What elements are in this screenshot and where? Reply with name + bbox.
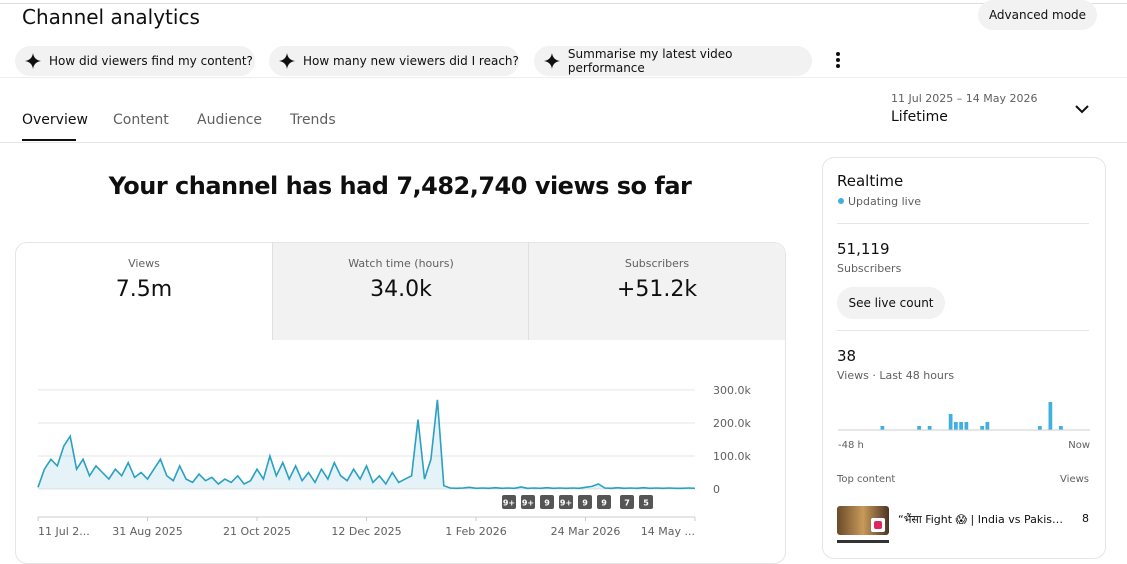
- y-tick-label: 200.0k: [713, 417, 751, 430]
- shorts-badge: [871, 518, 885, 532]
- prompt-text: Summarise my latest video performance: [567, 47, 733, 75]
- top-content-views: 8: [1082, 512, 1089, 525]
- realtime-card: [822, 157, 1106, 559]
- bar: [1038, 426, 1042, 430]
- sparkle-icon: [279, 53, 295, 69]
- upload-marker-label: 9: [544, 499, 550, 508]
- upload-marker: [540, 495, 554, 509]
- bar: [948, 414, 953, 430]
- bar: [1059, 426, 1063, 430]
- x-tick-label: 21 Oct 2025: [223, 525, 291, 538]
- upload-marker-label: 7: [624, 499, 630, 508]
- area: [38, 399, 695, 489]
- sparkle-icon: [544, 53, 560, 69]
- upload-marker-label: 9+: [560, 499, 572, 508]
- prompt-text: How many new viewers did I reach?: [303, 54, 519, 68]
- date-range-label[interactable]: Lifetime: [891, 109, 948, 125]
- x-tick-label: 12 Dec 2025: [331, 525, 401, 538]
- see-live-count-button[interactable]: See live count: [837, 287, 945, 319]
- divider: [0, 77, 1127, 78]
- realtime-chart: -48 h Now: [838, 402, 1090, 451]
- top-border: [0, 3, 1127, 4]
- metric-tile[interactable]: Subscribers +51.2k: [528, 243, 785, 340]
- metric-tile[interactable]: Watch time (hours) 34.0k: [272, 243, 529, 340]
- metric-value: 34.0k: [370, 277, 432, 302]
- tab-underline: [22, 139, 76, 141]
- bar: [880, 426, 885, 430]
- prompt-text: How did viewers find my content?: [49, 54, 253, 68]
- bar: [985, 422, 990, 430]
- prompt-chip[interactable]: How did viewers find my content?: [15, 46, 255, 76]
- bar: [964, 422, 969, 430]
- subscriber-count: 51,119: [837, 240, 890, 258]
- bar: [980, 426, 984, 430]
- top-content-views-label: Views: [1060, 474, 1089, 485]
- realtime-views: 38: [837, 347, 857, 365]
- x-tick-label: 11 Jul 2...: [38, 525, 90, 538]
- line: [37, 399, 696, 490]
- upload-marker: [639, 495, 653, 509]
- realtime-status: Updating live: [848, 195, 921, 208]
- page-title: Channel analytics: [22, 5, 200, 29]
- realtime-title: Realtime: [837, 172, 904, 190]
- subscriber-label: Subscribers: [837, 262, 902, 275]
- upload-marker: [620, 495, 634, 509]
- tab[interactable]: Audience: [197, 112, 263, 128]
- divider: [837, 330, 1089, 331]
- realtime-views-label: Views · Last 48 hours: [837, 369, 955, 382]
- upload-marker-label: 9+: [522, 499, 534, 508]
- tab[interactable]: Content: [113, 112, 169, 128]
- x-label: Now: [1068, 440, 1090, 451]
- upload-marker: [597, 495, 611, 509]
- upload-marker-label: 5: [643, 499, 649, 508]
- upload-marker-label: 9+: [503, 499, 515, 508]
- next-thumbnail: [837, 540, 889, 543]
- x-tick-label: 1 Feb 2026: [445, 525, 506, 538]
- tab[interactable]: Trends: [290, 112, 336, 128]
- upload-marker-label: 9: [601, 499, 607, 508]
- divider: [837, 223, 1089, 224]
- top-content-title[interactable]: “भैंसा Fight 😱 | India vs Pakis…: [898, 513, 1063, 526]
- metric-label: Views: [128, 257, 160, 270]
- y-tick-label: 0: [713, 483, 720, 496]
- prompt-chip[interactable]: Summarise my latest video performance: [534, 46, 812, 76]
- x-tick-label: 14 May ...: [641, 525, 695, 538]
- metric-label: Watch time (hours): [348, 257, 454, 270]
- bar: [954, 422, 958, 430]
- divider: [0, 142, 1127, 143]
- metric-tile[interactable]: Views 7.5m: [16, 243, 272, 340]
- top-content-label: Top content: [837, 474, 896, 485]
- views-chart: 0 100.0k 200.0k 300.0k 11 Jul 2... 31 Aug 202…: [37, 384, 751, 538]
- y-tick-label: 300.0k: [713, 384, 751, 397]
- advanced-mode-button[interactable]: Advanced mode: [978, 0, 1097, 30]
- metric-label: Subscribers: [624, 257, 690, 270]
- upload-marker: [559, 495, 573, 509]
- date-range: 11 Jul 2025 – 14 May 2026: [891, 92, 1038, 105]
- live-dot: [838, 198, 844, 204]
- x-tick-label: 24 Mar 2026: [551, 525, 621, 538]
- y-tick-label: 100.0k: [713, 450, 751, 463]
- sparkle-icon: [25, 53, 41, 69]
- bar: [917, 426, 921, 430]
- prompt-chip[interactable]: How many new viewers did I reach?: [269, 46, 519, 76]
- x-label: -48 h: [838, 440, 864, 451]
- tab[interactable]: Overview: [22, 112, 88, 128]
- bar: [927, 426, 932, 430]
- upload-marker: [578, 495, 592, 509]
- x-tick-label: 31 Aug 2025: [112, 525, 182, 538]
- dropdown-chevron[interactable]: [1075, 104, 1089, 114]
- upload-marker: [521, 495, 535, 509]
- upload-marker: [502, 495, 516, 509]
- headline: Your channel has had 7,482,740 views so …: [108, 172, 692, 200]
- bar: [1048, 402, 1053, 430]
- bar: [959, 422, 963, 430]
- more-menu[interactable]: [832, 51, 844, 69]
- upload-marker-label: 9: [582, 499, 588, 508]
- metric-value: +51.2k: [616, 277, 698, 302]
- metric-value: 7.5m: [115, 277, 173, 302]
